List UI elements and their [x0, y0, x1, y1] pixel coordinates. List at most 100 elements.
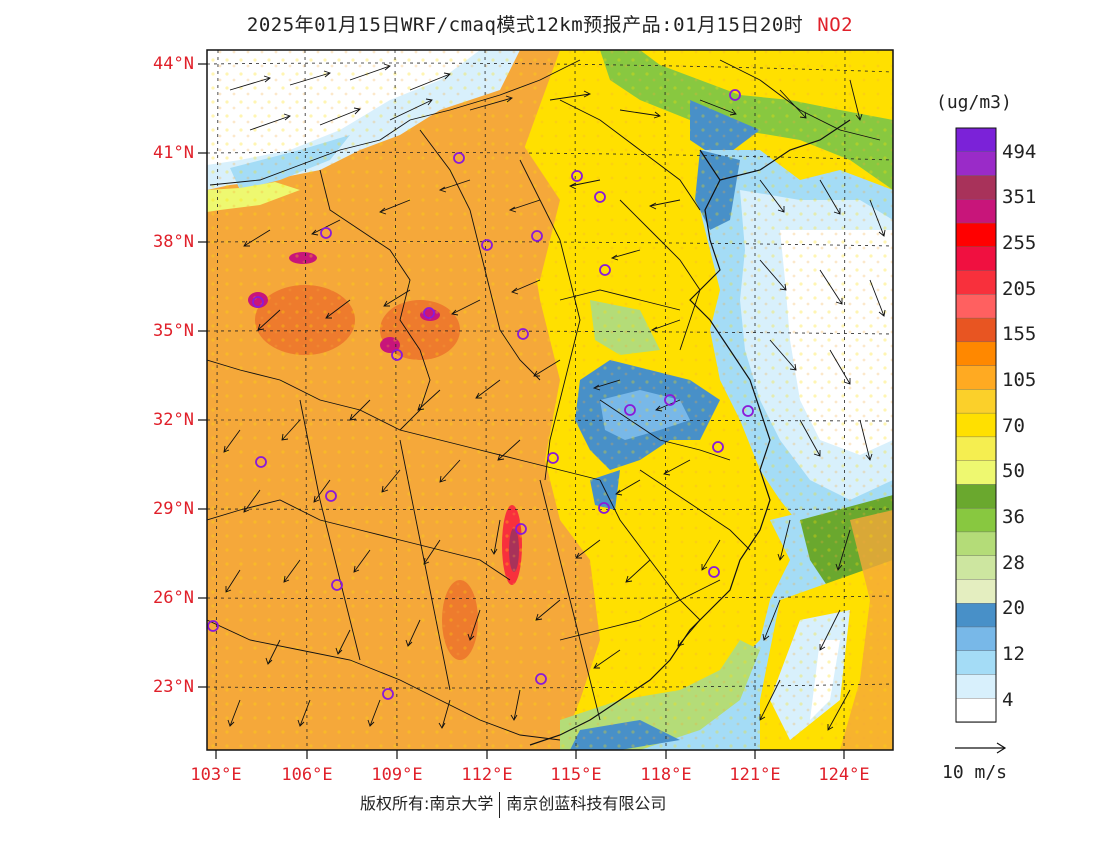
station-circle-icon: [320, 227, 332, 239]
wind-arrow-icon: [451, 299, 481, 316]
wind-arrow-icon: [648, 199, 681, 210]
wind-arrow-icon: [243, 489, 261, 513]
legend-swatch: [955, 199, 997, 224]
legend-swatch: [955, 175, 997, 200]
wind-arrow-icon: [319, 107, 361, 126]
legend-swatch: [955, 341, 997, 367]
legend-swatch: [955, 270, 997, 296]
wind-arrow-icon: [593, 649, 621, 669]
station-circle-icon: [391, 349, 403, 361]
wind-arrow-icon: [265, 639, 281, 665]
station-circle-icon: [624, 404, 636, 416]
legend-label: 20: [1002, 597, 1025, 619]
legend-swatch: [955, 698, 997, 723]
legend-swatch: [955, 603, 997, 628]
station-circle-icon: [255, 456, 267, 468]
wind-arrow-icon: [508, 199, 541, 213]
station-circle-icon: [515, 523, 527, 535]
legend-swatch: [955, 365, 997, 391]
legend-swatch: [955, 222, 997, 248]
lon-label: 103°E: [190, 765, 242, 785]
wind-arrow-icon: [511, 279, 541, 295]
wind-arrow-icon: [849, 79, 863, 121]
wind-arrow-icon: [283, 559, 301, 583]
legend-swatch: [955, 555, 997, 581]
reference-vector-label: 10 m/s: [942, 762, 1008, 783]
lat-label: 32°N: [153, 410, 194, 430]
legend-swatch: [955, 412, 997, 438]
wind-arrow-icon: [759, 259, 787, 291]
coastline: [529, 119, 851, 746]
wind-arrow-icon: [469, 95, 513, 111]
wind-arrow-icon: [650, 319, 681, 333]
wind-arrow-icon: [389, 98, 433, 121]
reference-vector-icon: [955, 742, 1007, 754]
wind-arrow-icon: [289, 70, 331, 86]
legend-label: 36: [1002, 506, 1025, 528]
legend-label: 12: [1002, 643, 1025, 665]
wind-arrow-icon: [257, 309, 281, 331]
legend-label: 4: [1002, 689, 1014, 711]
station-markers: [207, 89, 754, 700]
station-circle-icon: [331, 579, 343, 591]
legend-swatch: [955, 246, 997, 272]
wind-arrow-icon: [349, 399, 371, 421]
station-circle-icon: [423, 307, 435, 319]
wind-arrow-icon: [615, 479, 641, 496]
station-circle-icon: [252, 296, 264, 308]
wind-vectors: [223, 63, 886, 731]
station-circle-icon: [599, 264, 611, 276]
wind-arrow-icon: [535, 599, 561, 621]
wind-arrow-icon: [762, 599, 781, 641]
lat-label: 35°N: [153, 321, 194, 341]
wind-arrow-icon: [409, 72, 451, 91]
wind-arrow-icon: [335, 629, 351, 655]
legend-colorbar: [955, 127, 997, 723]
wind-arrow-icon: [281, 419, 301, 441]
wind-arrow-icon: [225, 569, 241, 593]
station-circle-icon: [571, 170, 583, 182]
wind-arrow-icon: [383, 289, 411, 307]
map-title: 2025年01月15日WRF/cmaq模式12km预报产品:01月15日20时 N…: [0, 10, 1100, 37]
station-circle-icon: [325, 490, 337, 502]
wind-arrow-icon: [568, 179, 601, 190]
wind-arrow-icon: [497, 439, 521, 461]
wind-arrow-icon: [367, 699, 381, 727]
graticule: [207, 50, 893, 750]
lon-label: 112°E: [461, 765, 513, 785]
legend-swatch: [955, 579, 997, 604]
map-frame: [206, 49, 894, 751]
legend-unit: (ug/m3): [936, 92, 1012, 113]
legend-label: 105: [1002, 369, 1037, 391]
wind-arrow-icon: [699, 99, 737, 116]
legend-swatch: [955, 460, 997, 486]
wind-arrow-icon: [229, 75, 271, 91]
legend-swatch: [955, 127, 997, 153]
wind-arrow-icon: [575, 539, 601, 559]
lat-label: 29°N: [153, 499, 194, 519]
wind-arrow-icon: [829, 349, 851, 385]
wind-arrow-icon: [819, 269, 843, 305]
wind-arrow-icon: [439, 459, 461, 483]
wind-arrow-icon: [799, 419, 821, 457]
province-boundaries: [207, 59, 881, 741]
lat-label: 23°N: [153, 677, 194, 697]
wind-arrow-icon: [663, 459, 691, 476]
legend-label: 28: [1002, 552, 1025, 574]
legend-label: 155: [1002, 323, 1037, 345]
legend-frame: [955, 127, 997, 723]
lat-label: 44°N: [153, 54, 194, 74]
wind-arrow-icon: [625, 559, 651, 583]
lat-label: 38°N: [153, 232, 194, 252]
station-circle-icon: [708, 566, 720, 578]
wind-arrow-icon: [438, 699, 451, 729]
wind-arrow-icon: [423, 539, 441, 565]
wind-arrow-icon: [349, 63, 391, 81]
wind-arrow-icon: [827, 689, 851, 731]
station-circle-icon: [382, 688, 394, 700]
wind-arrow-icon: [777, 519, 791, 561]
legend-swatch: [955, 389, 997, 414]
legend-label: 70: [1002, 415, 1025, 437]
legend-swatch: [955, 436, 997, 462]
